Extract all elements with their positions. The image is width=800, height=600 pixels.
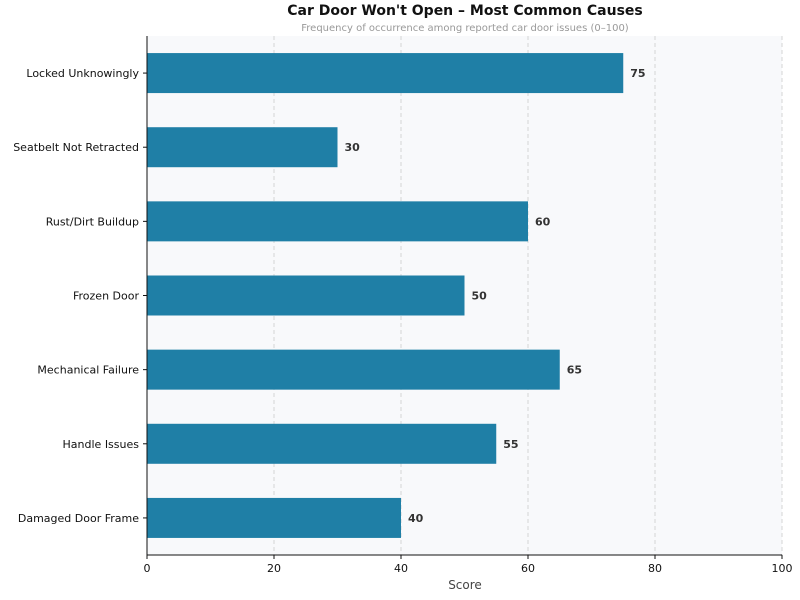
y-tick-label: Locked Unknowingly [26, 67, 139, 80]
bar [147, 275, 465, 316]
y-tick-label: Rust/Dirt Buildup [46, 215, 139, 228]
y-tick-label: Frozen Door [73, 290, 139, 303]
y-tick-label: Damaged Door Frame [18, 512, 139, 525]
x-tick-label: 40 [394, 562, 408, 575]
x-axis-label: Score [448, 578, 482, 592]
bar [147, 201, 528, 242]
data-label: 40 [408, 512, 424, 525]
x-tick-label: 0 [144, 562, 151, 575]
bar [147, 53, 624, 94]
x-tick-label: 60 [521, 562, 535, 575]
x-tick-label: 20 [267, 562, 281, 575]
x-tick-label: 80 [648, 562, 662, 575]
y-tick-label: Handle Issues [63, 438, 140, 451]
bar [147, 349, 560, 390]
data-label: 75 [630, 67, 645, 80]
data-label: 65 [567, 364, 582, 377]
data-label: 30 [345, 141, 361, 154]
bar [147, 497, 401, 538]
data-label: 60 [535, 215, 551, 228]
bar [147, 423, 497, 464]
chart-title: Car Door Won't Open – Most Common Causes [287, 3, 642, 19]
data-label: 50 [472, 290, 488, 303]
chart-subtitle: Frequency of occurrence among reported c… [301, 23, 629, 34]
bar [147, 127, 338, 168]
y-tick-label: Mechanical Failure [37, 364, 139, 377]
x-tick-label: 100 [772, 562, 793, 575]
y-tick-label: Seatbelt Not Retracted [13, 141, 139, 154]
data-label: 55 [503, 438, 518, 451]
